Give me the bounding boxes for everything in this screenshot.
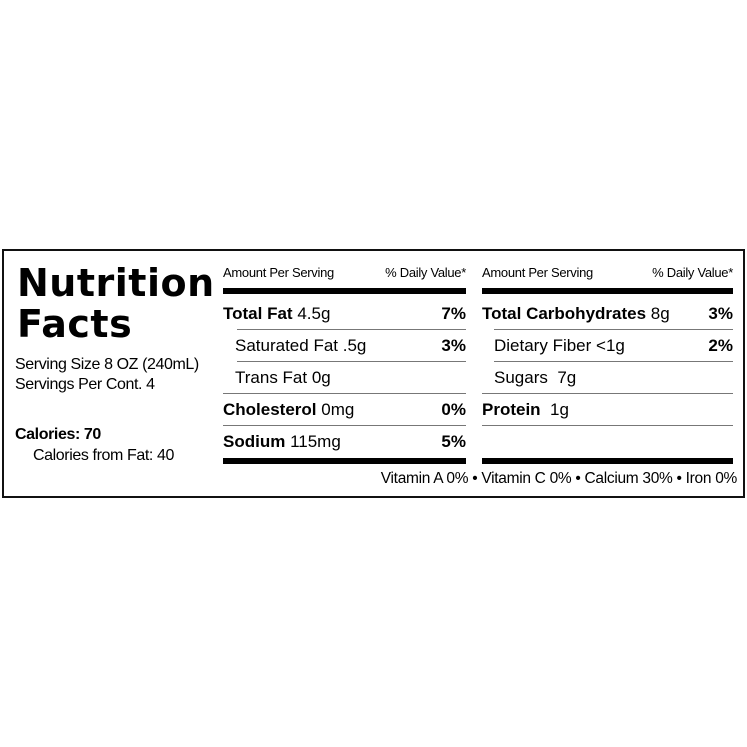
nutrient-row-dietary-fiber: Dietary Fiber <1g 2% <box>494 336 733 355</box>
divider <box>494 329 733 330</box>
calories-from-fat: Calories from Fat: 40 <box>33 447 174 464</box>
vitamins-minerals: Vitamin A 0% • Vitamin C 0% • Calcium 30… <box>380 470 738 487</box>
thick-divider <box>482 288 733 294</box>
divider <box>482 393 733 394</box>
nutrient-row-sodium: Sodium 115mg 5% <box>223 432 466 451</box>
nutrition-facts-label: Nutrition Facts Serving Size 8 OZ (240mL… <box>2 249 745 498</box>
header-amount: Amount Per Serving <box>223 265 334 280</box>
divider <box>237 361 466 362</box>
nutrient-table-left: Amount Per Serving % Daily Value* Total F… <box>223 251 466 466</box>
nutrient-row-protein: Protein 1g <box>482 400 569 419</box>
label-title: Nutrition Facts <box>17 263 215 345</box>
serving-size: Serving Size 8 OZ (240mL) <box>15 356 199 373</box>
header-amount: Amount Per Serving <box>482 265 593 280</box>
nutrient-row-trans-fat: Trans Fat 0g <box>235 368 331 387</box>
nutrient-row-cholesterol: Cholesterol 0mg 0% <box>223 400 466 419</box>
calories: Calories: 70 <box>15 426 101 443</box>
nutrient-row-total-carbohydrates: Total Carbohydrates 8g 3% <box>482 304 733 323</box>
title-line-1: Nutrition <box>17 261 215 305</box>
divider <box>237 329 466 330</box>
title-line-2: Facts <box>17 302 133 346</box>
divider <box>223 393 466 394</box>
nutrient-row-saturated-fat: Saturated Fat .5g 3% <box>235 336 466 355</box>
divider <box>482 425 733 426</box>
thick-divider <box>223 458 466 464</box>
divider <box>494 361 733 362</box>
servings-per-container: Servings Per Cont. 4 <box>15 376 155 393</box>
divider <box>223 425 466 426</box>
nutrient-row-sugars: Sugars 7g <box>494 368 577 387</box>
nutrient-table-right: Amount Per Serving % Daily Value* Total C… <box>482 251 733 466</box>
nutrient-row-total-fat: Total Fat 4.5g 7% <box>223 304 466 323</box>
thick-divider <box>482 458 733 464</box>
header-daily-value: % Daily Value* <box>652 265 733 280</box>
header-daily-value: % Daily Value* <box>385 265 466 280</box>
thick-divider <box>223 288 466 294</box>
